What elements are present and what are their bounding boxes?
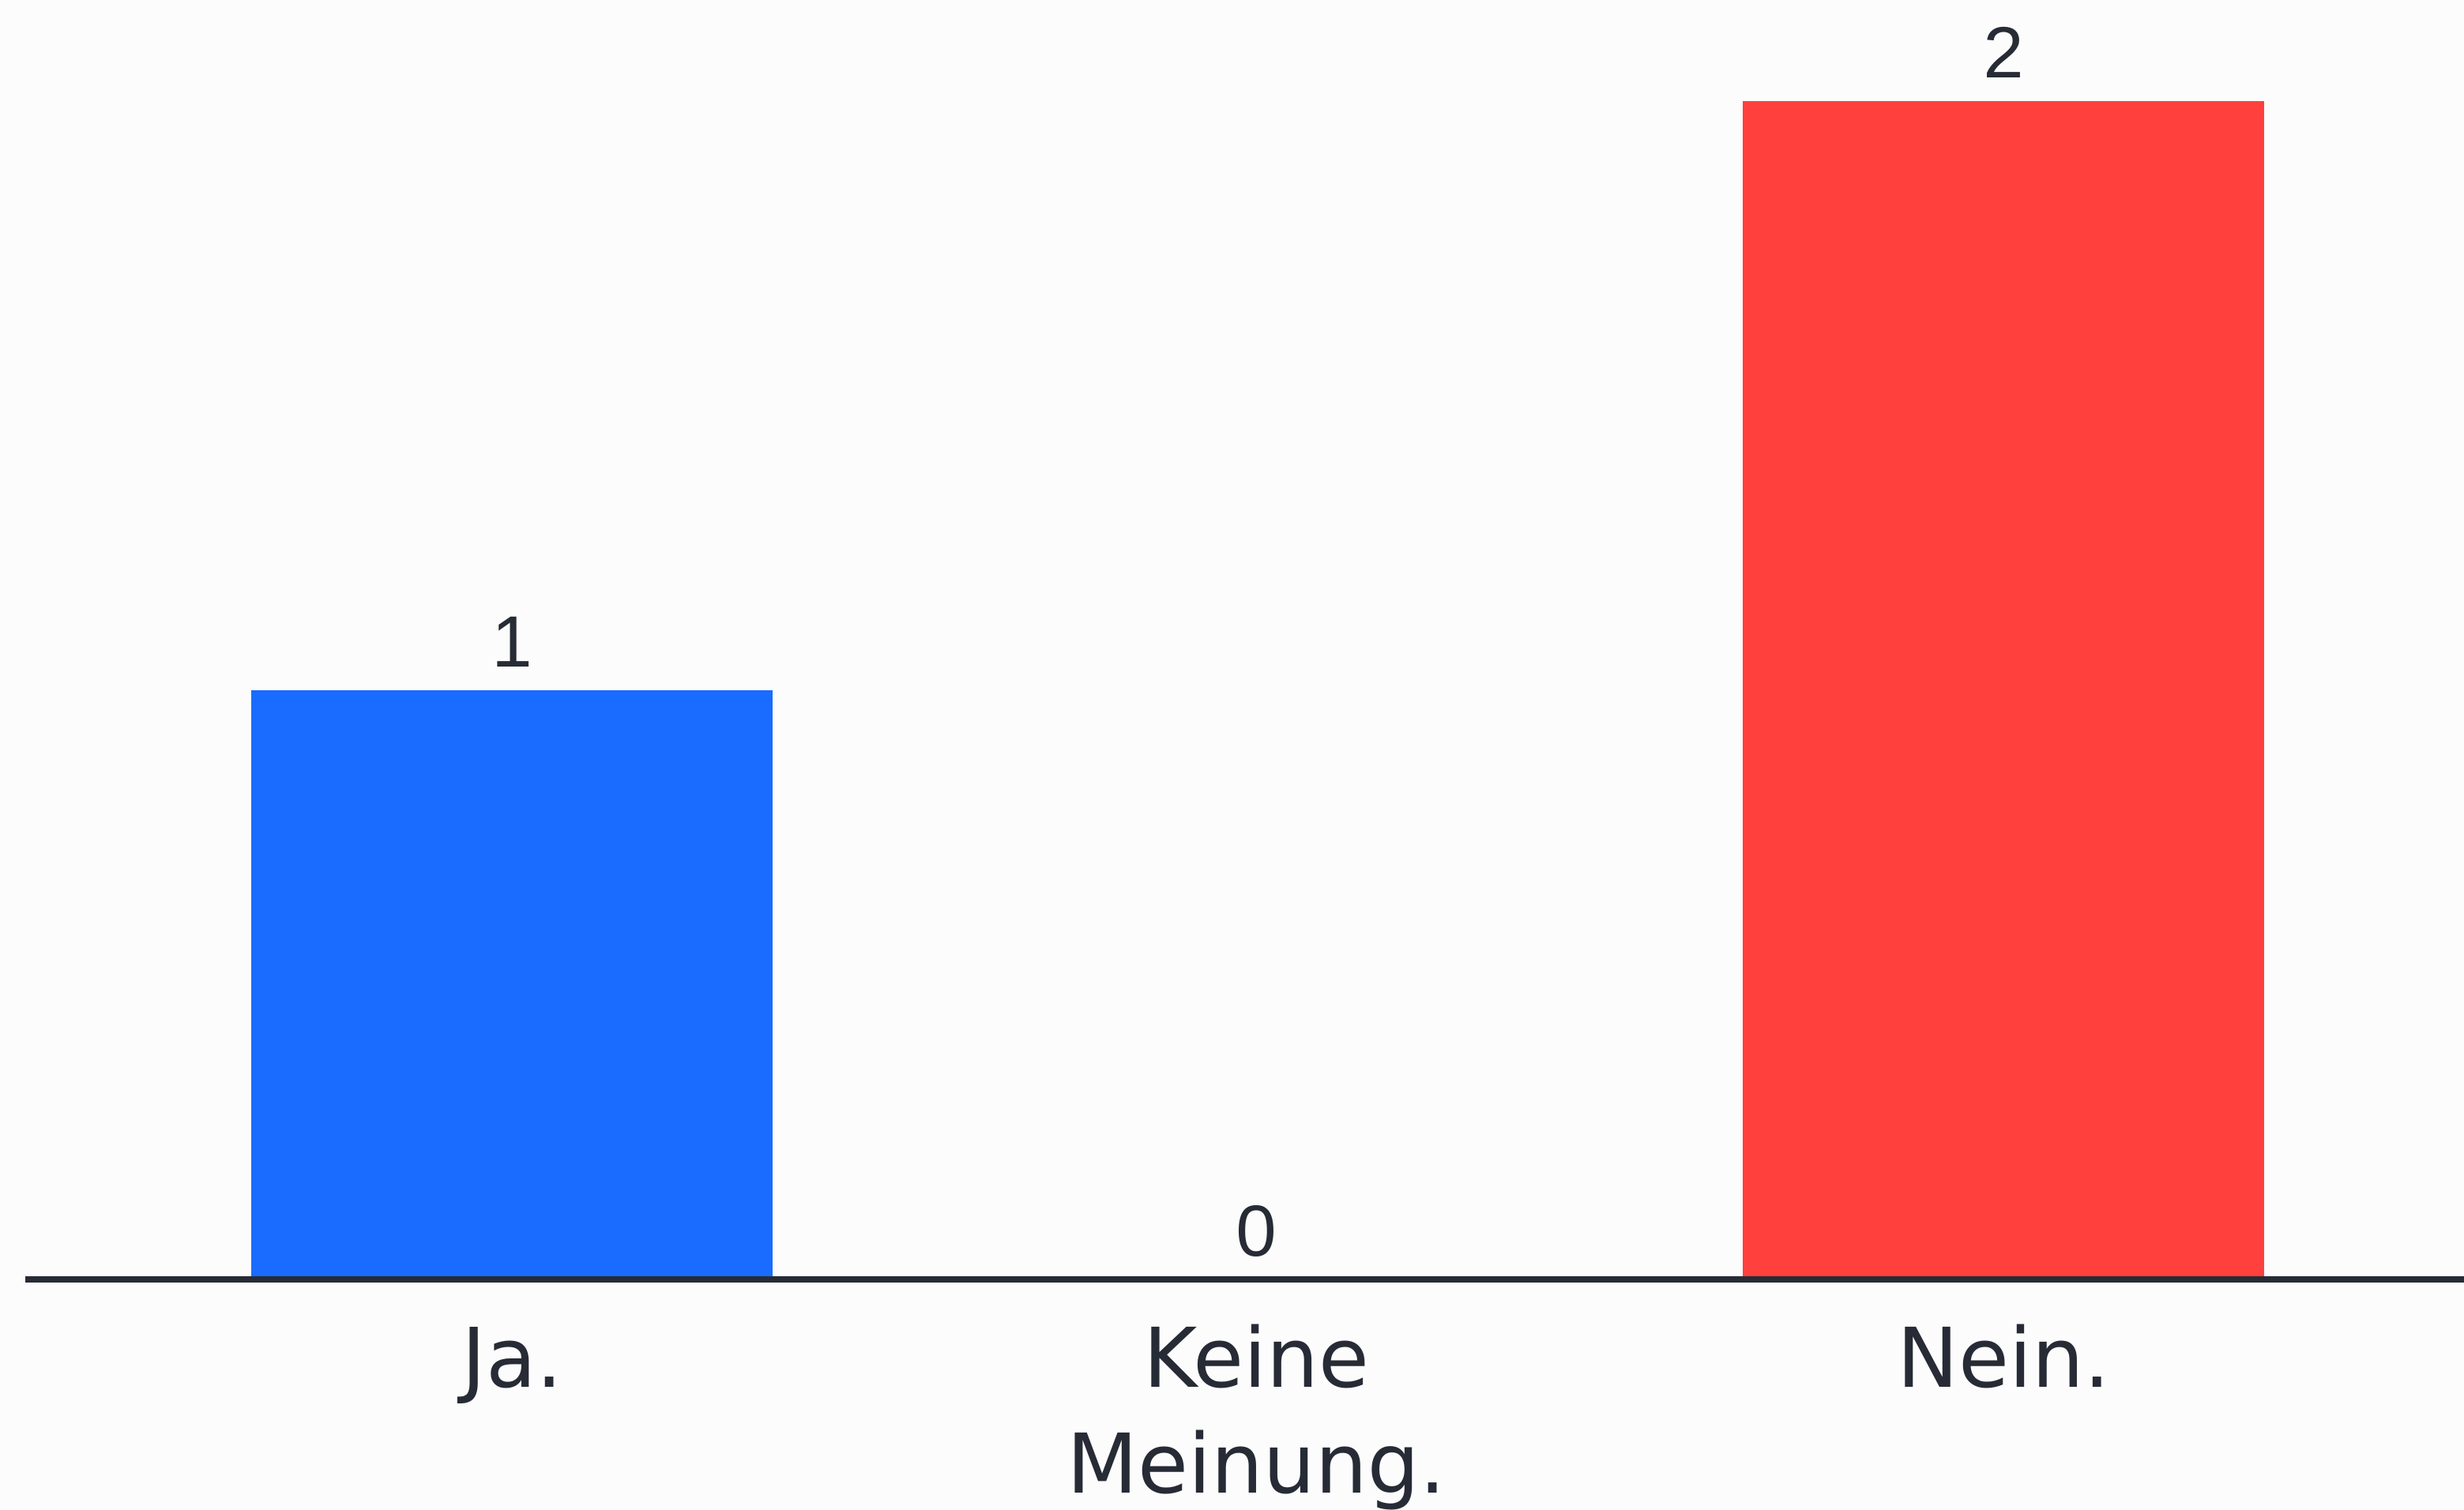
category-label-line: Nein. — [1897, 1310, 2110, 1407]
value-label-0: 1 — [491, 602, 532, 682]
category-label-line: Keine — [1143, 1310, 1369, 1407]
category-labels-group: Ja. Keine Meinung. Nein. — [457, 1310, 2110, 1510]
category-label-line: Ja. — [457, 1310, 562, 1407]
value-labels-group: 1 0 2 — [491, 13, 2023, 1271]
category-label-1: Keine Meinung. — [1066, 1310, 1445, 1510]
value-label-2: 2 — [1983, 13, 2023, 93]
category-label-line: Meinung. — [1066, 1416, 1445, 1510]
bar-0 — [251, 690, 773, 1279]
category-label-2: Nein. — [1897, 1310, 2110, 1407]
value-label-1: 0 — [1236, 1191, 1276, 1271]
bars-group — [251, 101, 2264, 1279]
category-label-0: Ja. — [457, 1310, 562, 1407]
bar-2 — [1743, 101, 2264, 1279]
